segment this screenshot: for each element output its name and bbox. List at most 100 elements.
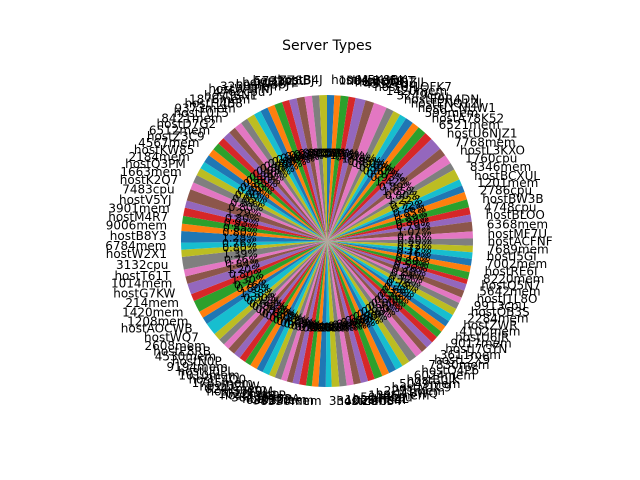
slice-percent-label: 0.80% [243, 292, 278, 305]
slice-percent-label: 0.80% [229, 268, 264, 281]
slice-label: 9913cpu [474, 299, 526, 313]
slice-label: 4530mem [155, 350, 216, 364]
slice-percent-label: 1.22% [388, 194, 423, 207]
slice-percent-label: 0.80% [253, 168, 288, 181]
slice-percent-label: 0.80% [260, 162, 295, 175]
pie-slice [327, 114, 407, 241]
pie-slice [327, 111, 401, 241]
pie-slice [327, 241, 449, 327]
slice-percent-label: 0.64% [287, 319, 322, 332]
pie-slice [327, 179, 463, 241]
pie-slice [185, 241, 327, 284]
pie-slice [327, 214, 472, 241]
slice-label: 1208mem [127, 315, 188, 329]
slice-percent-label: 0.76% [391, 203, 426, 216]
slice-label: hostQ5N7 [481, 278, 541, 292]
pie-slice [327, 118, 413, 241]
slice-label: 1876mem [189, 92, 250, 106]
pie-slice [325, 241, 332, 387]
slice-percent-label: 0.72% [397, 243, 432, 256]
slice-label: hostU0PL [178, 364, 235, 378]
slice-percent-label: 0.80% [365, 302, 400, 315]
slice-label: 1663mem [120, 165, 181, 179]
slice-percent-label: 0.80% [228, 201, 263, 214]
slice-label: hostE8RB [153, 345, 211, 359]
slice-percent-label: 0.80% [395, 216, 430, 229]
pie-slice [239, 241, 327, 362]
slice-label: hostBW3B [482, 192, 543, 206]
slice-label: hostL2X9 [434, 353, 490, 367]
slice-label: 4512cpu [364, 77, 416, 91]
pie-slice [214, 241, 327, 340]
slice-label: hostJ1L8O [477, 292, 538, 306]
slice-label: 9373mem [174, 101, 235, 115]
slice-percent-label: 0.80% [236, 282, 271, 295]
pie-slice [247, 114, 327, 241]
slice-percent-label: 1.07% [397, 225, 432, 238]
slice-percent-label: 0.72% [269, 312, 304, 325]
pie-percent-labels: 0.80%0.68%0.89%0.76%1.13%0.97%1.46%0.85%… [222, 146, 432, 334]
slice-label: hostUJ1QFK7 [374, 80, 452, 94]
slice-label: 8530mem [260, 394, 321, 408]
slice-label: hostACFNF [488, 235, 553, 249]
pie-slice [327, 241, 383, 379]
slice-percent-label: 0.85% [223, 221, 258, 234]
slice-label: hostN38J [236, 77, 290, 91]
slice-label: 1420mem [122, 306, 183, 320]
pie-slice [327, 241, 468, 285]
slice-label: 9194mem [166, 360, 227, 374]
slice-percent-label: 0.80% [332, 319, 367, 332]
pie-slice [319, 95, 327, 241]
slice-label: 7689mem [487, 242, 548, 256]
slice-label: 1785mem [192, 376, 253, 390]
slice-percent-label: 0.93% [224, 217, 259, 230]
slice-percent-label: 0.85% [315, 321, 350, 334]
slice-label: 3348mem [329, 394, 390, 408]
slice-label: 1201mem [477, 176, 538, 190]
pie-slice [327, 241, 446, 332]
slice-label: hostZWR [463, 318, 517, 332]
slice-percent-label: 1.13% [330, 149, 365, 162]
slice-label: 4762cpu [213, 85, 265, 99]
slice-label: 1010mem [178, 368, 239, 382]
pie-slice [181, 223, 327, 241]
slice-label: hostBU59JT [346, 74, 416, 88]
slice-percent-label: 1.28% [222, 232, 257, 245]
slice-percent-label: 0.89% [249, 171, 284, 184]
slice-percent-label: 0.53% [394, 259, 429, 272]
slice-percent-label: 0.76% [323, 321, 358, 334]
slice-label: hostI5GI [487, 250, 537, 264]
slice-percent-label: 0.71% [396, 251, 431, 264]
slice-percent-label: 0.68% [316, 147, 351, 160]
slice-percent-label: 0.72% [379, 287, 414, 300]
slice-label: 8241mem [205, 382, 266, 396]
pie-slice [327, 207, 471, 241]
slice-label: 4102mem [459, 325, 520, 339]
slice-label: hostA78K52 [432, 112, 505, 126]
slice-label: hostLCNUW1 [418, 101, 496, 115]
pie-slice [327, 241, 453, 322]
pie-slice [286, 241, 327, 383]
pie-slice [327, 95, 335, 241]
slice-percent-label: 0.76% [393, 262, 428, 275]
slice-label: hostB8Y3 [110, 229, 167, 243]
pie-slice [292, 241, 327, 385]
pie-slice [327, 107, 394, 241]
pie-slice [183, 207, 327, 241]
pie-slice [327, 238, 474, 246]
pie-slice [223, 132, 327, 241]
slice-percent-label: 0.89% [230, 197, 265, 210]
pie-slice [181, 241, 327, 270]
slice-percent-label: 1.39% [223, 247, 258, 260]
pie-slice [327, 241, 361, 385]
slice-percent-label: 0.72% [390, 199, 425, 212]
slice-label: hostJ6N1 [204, 89, 258, 103]
pie-slice [327, 221, 473, 241]
slice-percent-label: 0.80% [240, 181, 275, 194]
slice-label: hostG7KW [113, 286, 175, 300]
slice-percent-label: 0.72% [302, 321, 337, 334]
slice-label: 4567mem [138, 136, 199, 150]
slice-percent-label: 0.85% [307, 146, 342, 159]
pie-slice [327, 241, 422, 357]
slice-percent-label: 0.76% [222, 237, 257, 250]
